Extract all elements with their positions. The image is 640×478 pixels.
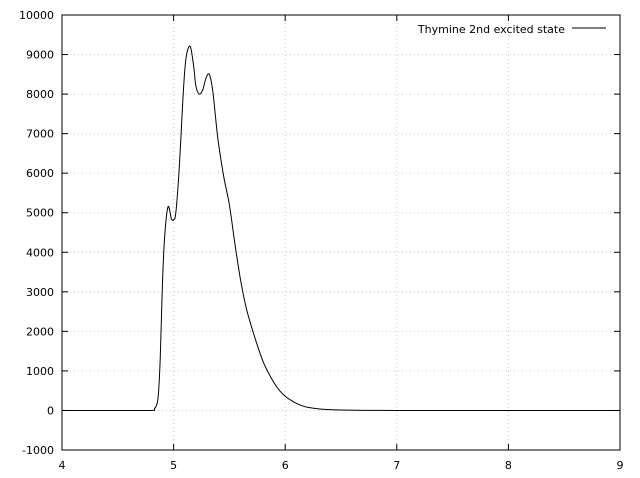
y-tick-label: 7000 bbox=[26, 128, 54, 141]
x-tick-label: 4 bbox=[59, 459, 66, 472]
y-tick-labels: -1000 0 1000 2000 3000 4000 5000 6000 7000 8000 90… bbox=[19, 9, 54, 457]
series-line bbox=[62, 45, 620, 411]
series-group bbox=[62, 45, 620, 411]
axis-ticks bbox=[61, 14, 621, 451]
y-tick-label: -1000 bbox=[22, 444, 54, 457]
y-tick-label: 4000 bbox=[26, 246, 54, 259]
y-tick-label: 5000 bbox=[26, 207, 54, 220]
x-tick-label: 5 bbox=[170, 459, 177, 472]
y-tick-label: 2000 bbox=[26, 325, 54, 338]
plot-frame bbox=[61, 14, 621, 451]
y-tick-label: 0 bbox=[47, 404, 54, 417]
x-tick-label: 6 bbox=[282, 459, 289, 472]
y-tick-label: 9000 bbox=[26, 49, 54, 62]
y-tick-label: 6000 bbox=[26, 167, 54, 180]
x-tick-label: 9 bbox=[617, 459, 624, 472]
legend: Thymine 2nd excited state bbox=[417, 23, 606, 36]
y-tick-label: 10000 bbox=[19, 9, 54, 22]
y-tick-label: 8000 bbox=[26, 88, 54, 101]
grid-lines bbox=[62, 15, 620, 450]
x-tick-labels: 4 5 6 7 8 9 bbox=[59, 459, 624, 472]
y-tick-label: 1000 bbox=[26, 365, 54, 378]
legend-label: Thymine 2nd excited state bbox=[417, 23, 565, 36]
x-tick-label: 8 bbox=[505, 459, 512, 472]
x-tick-label: 7 bbox=[393, 459, 400, 472]
y-tick-label: 3000 bbox=[26, 286, 54, 299]
